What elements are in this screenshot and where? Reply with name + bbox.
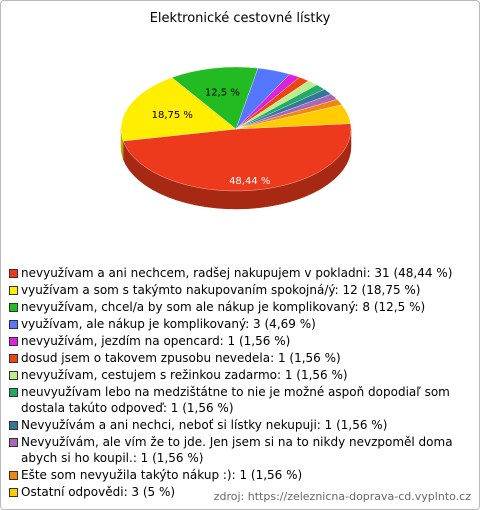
legend: nevyužívam a ani nechcem, radšej nakupuj…: [9, 265, 459, 501]
legend-item: využívam, ale nákup je komplikovaný: 3 (…: [9, 316, 459, 332]
legend-label: využívam a som s takýmto nakupovaním spo…: [21, 283, 421, 297]
legend-label: nevyužívam, cestujem s režinkou zadarmo:…: [21, 368, 348, 382]
legend-label: využívam, ale nákup je komplikovaný: 3 (…: [21, 317, 316, 331]
chart-title: Elektronické cestovné lístky: [149, 11, 331, 26]
value-label: 48,44 %: [229, 176, 270, 187]
legend-item: Nevyužívám a ani nechci, neboť si lístky…: [9, 417, 459, 433]
legend-swatch: [9, 303, 18, 312]
legend-label: Nevyužívám a ani nechci, neboť si lístky…: [21, 418, 388, 432]
value-label: 18,75 %: [152, 110, 193, 121]
legend-item: nevyužívam, chcel/a by som ale nákup je …: [9, 299, 459, 315]
legend-swatch: [9, 371, 18, 380]
legend-item: Ostatní odpovědi: 3 (5 %): [9, 484, 459, 500]
value-label: 12,5 %: [205, 88, 240, 99]
legend-item: neuvyužívam lebo na medzištátne to nie j…: [9, 384, 459, 416]
legend-swatch: [9, 388, 18, 397]
legend-swatch: [9, 354, 18, 363]
legend-swatch: [9, 269, 18, 278]
legend-swatch: [9, 438, 18, 447]
source: zdroj: https://zeleznicna-doprava-cd.vyp…: [213, 490, 471, 503]
legend-label: nevyužívám, jezdím na opencard: 1 (1,56 …: [21, 334, 291, 348]
legend-swatch: [9, 488, 18, 497]
legend-swatch: [9, 421, 18, 430]
legend-label: neuvyužívam lebo na medzištátne to nie j…: [21, 385, 450, 415]
legend-swatch: [9, 320, 18, 329]
legend-swatch: [9, 286, 18, 295]
legend-label: Ostatní odpovědi: 3 (5 %): [21, 485, 176, 499]
slice: [122, 123, 352, 192]
legend-label: dosud jsem o takovem zpusobu nevedela: 1…: [21, 351, 341, 365]
legend-swatch: [9, 337, 18, 346]
legend-item: využívam a som s takýmto nakupovaním spo…: [9, 282, 459, 298]
legend-item: Nevyužívám, ale vím že to jde. Jen jsem …: [9, 434, 459, 466]
slice: [171, 66, 259, 130]
legend-label: nevyužívam, chcel/a by som ale nákup je …: [21, 300, 426, 314]
legend-item: dosud jsem o takovem zpusobu nevedela: 1…: [9, 350, 459, 366]
slice: [120, 77, 237, 142]
legend-swatch: [9, 471, 18, 480]
legend-item: nevyužívam, cestujem s režinkou zadarmo:…: [9, 367, 459, 383]
pie-area: 48,44 % 18,75 % 12,5 %: [120, 66, 352, 210]
legend-label: Nevyužívám, ale vím že to jde. Jen jsem …: [21, 435, 453, 465]
legend-label: nevyužívam a ani nechcem, radšej nakupuj…: [21, 266, 453, 280]
legend-item: nevyužívam a ani nechcem, radšej nakupuj…: [9, 265, 459, 281]
slice: [235, 104, 351, 130]
legend-label: Ešte som nevyužila takýto nákup :): 1 (1…: [21, 468, 303, 482]
legend-item: Ešte som nevyužila takýto nákup :): 1 (1…: [9, 467, 459, 483]
legend-item: nevyužívám, jezdím na opencard: 1 (1,56 …: [9, 333, 459, 349]
